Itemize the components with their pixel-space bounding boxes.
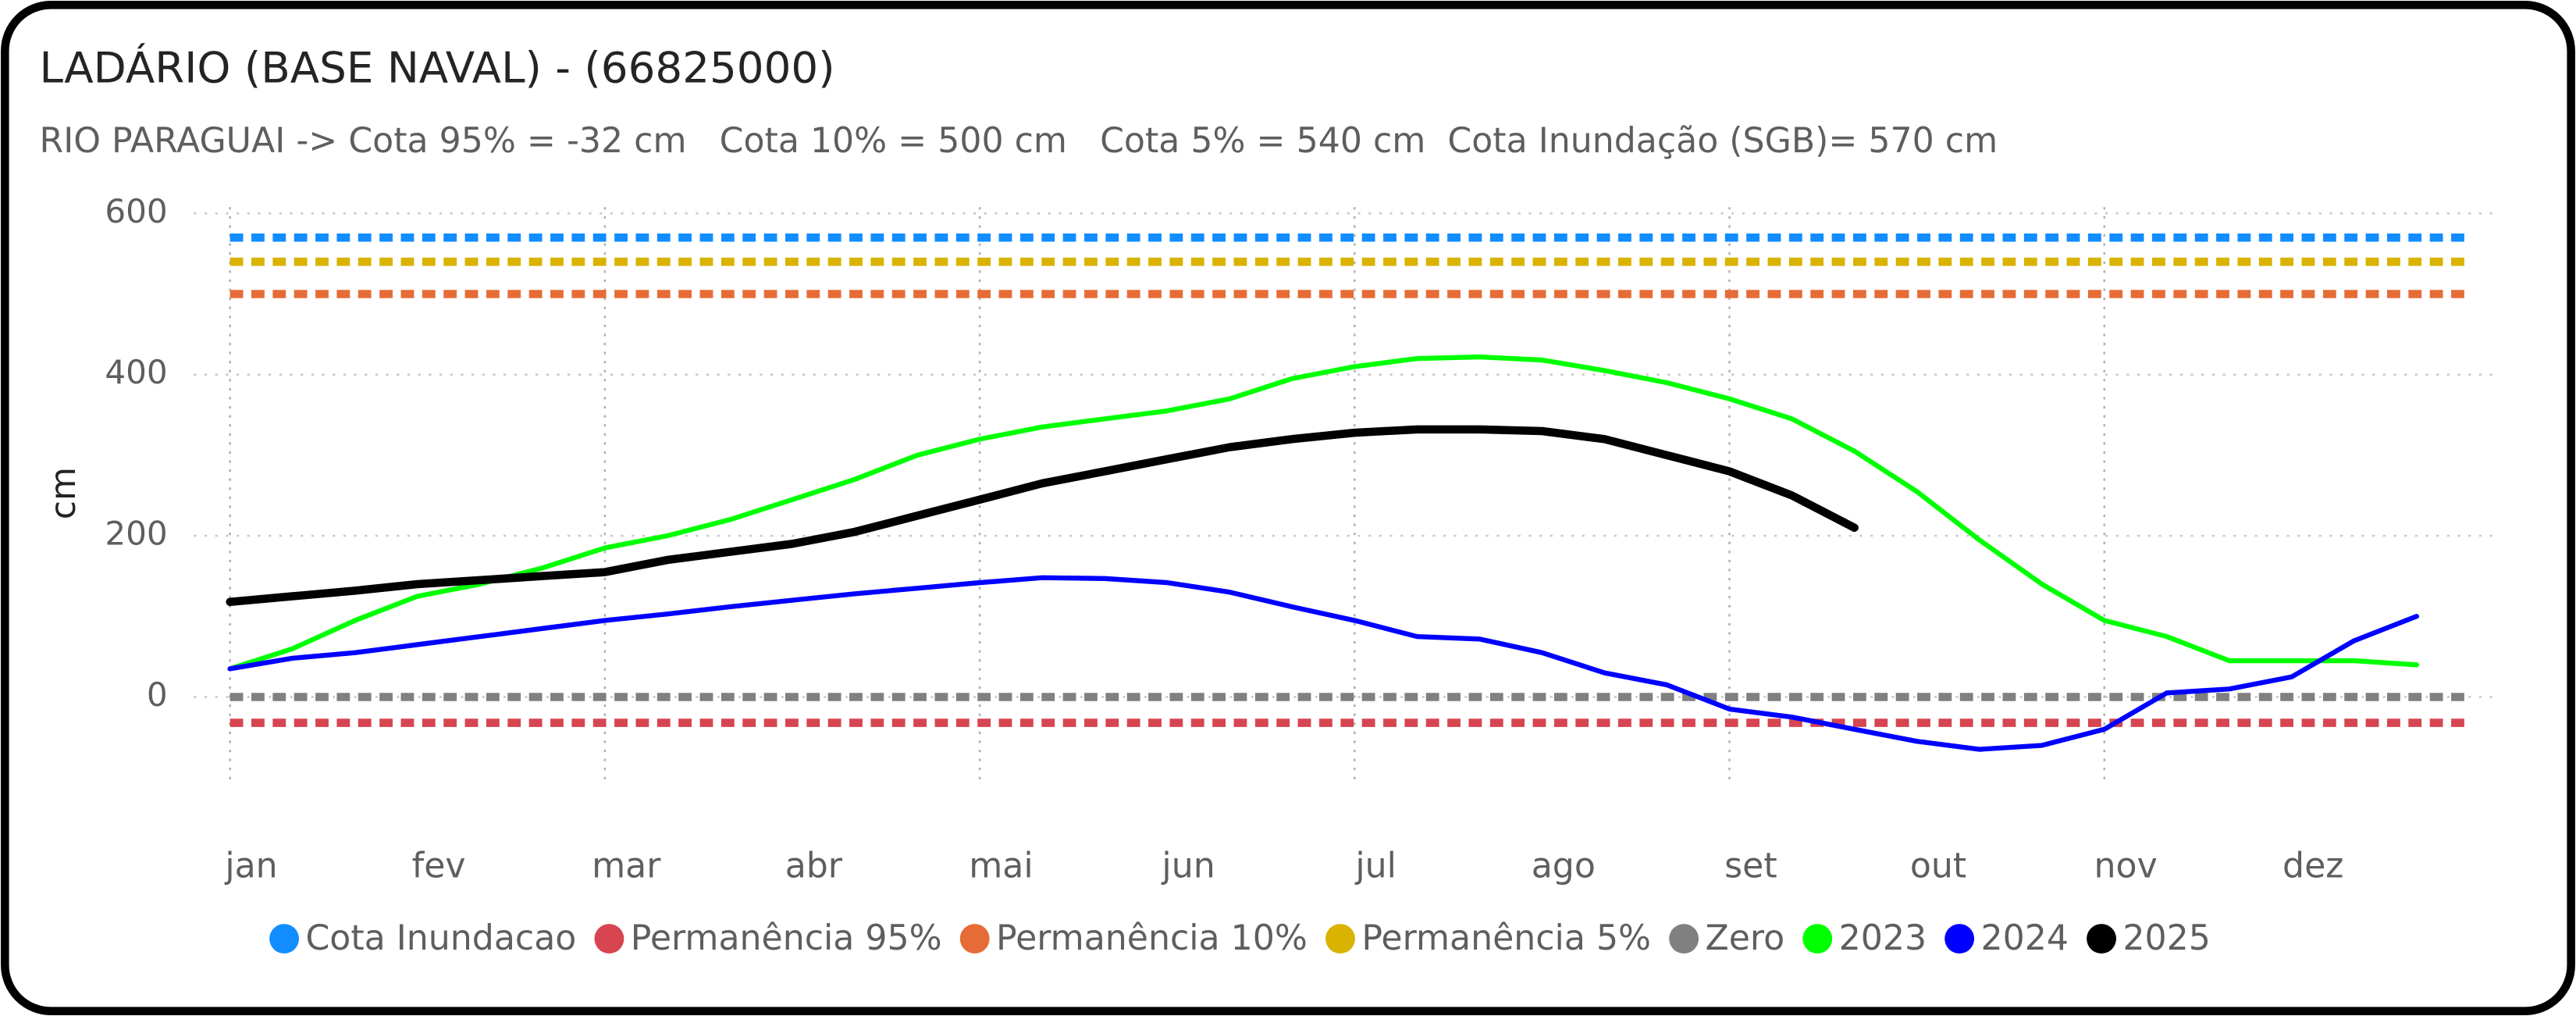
y-tick-label: 0: [147, 676, 168, 714]
x-tick-label: dez: [2282, 847, 2343, 886]
y-tick-label: 600: [105, 192, 167, 230]
legend-label: Permanência 95%: [631, 918, 942, 958]
legend-marker: [594, 924, 624, 954]
series-line: [227, 575, 2420, 752]
x-tick-label: jun: [1161, 847, 1215, 886]
series-line: [227, 354, 2420, 672]
legend-marker: [269, 924, 300, 954]
legend-label: Cota Inundacao: [305, 918, 576, 958]
series-line: [226, 425, 1859, 606]
y-tick-label: 400: [105, 353, 167, 391]
x-tick-label: fev: [412, 847, 466, 886]
legend-marker: [1669, 924, 1699, 954]
legend-marker: [959, 924, 990, 954]
legend-label: 2024: [1981, 918, 2069, 958]
x-tick-label: set: [1724, 847, 1777, 886]
x-tick-label: abr: [785, 847, 843, 886]
legend-marker: [1325, 924, 1355, 954]
x-tick-label: mai: [969, 847, 1033, 886]
chart-title: LADÁRIO (BASE NAVAL) - (66825000): [40, 43, 835, 93]
legend-label: 2023: [1839, 918, 1927, 958]
legend-label: Zero: [1705, 918, 1784, 958]
legend-marker: [1944, 924, 1975, 954]
legend-marker: [2087, 924, 2117, 954]
x-tick-label: nov: [2094, 847, 2158, 886]
y-axis-label: cm: [44, 467, 84, 519]
legend-label: Permanência 5%: [1361, 918, 1651, 958]
x-tick-label: ago: [1532, 847, 1596, 886]
x-tick-label: jan: [224, 847, 277, 886]
y-tick-label: 200: [105, 515, 167, 553]
legend-label: Permanência 10%: [996, 918, 1308, 958]
x-tick-label: jul: [1354, 847, 1397, 886]
x-tick-label: out: [1910, 847, 1966, 886]
chart-subtitle: RIO PARAGUAI -> Cota 95% = -32 cm Cota 1…: [40, 121, 1998, 161]
x-tick-label: mar: [592, 847, 661, 886]
legend-marker: [1802, 924, 1833, 954]
legend-label: 2025: [2122, 918, 2210, 958]
